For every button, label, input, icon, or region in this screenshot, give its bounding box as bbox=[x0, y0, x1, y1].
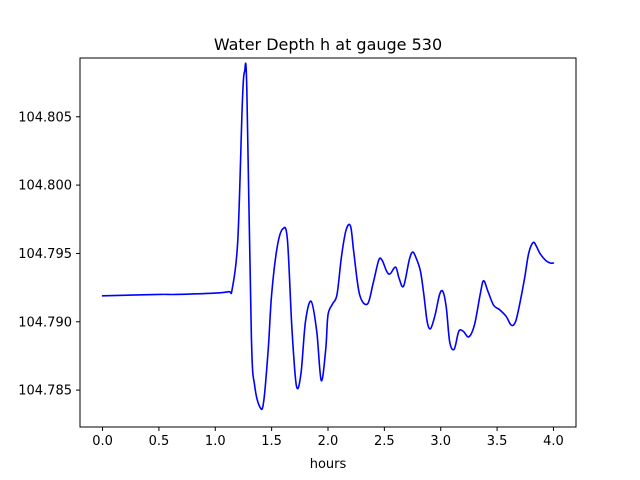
x-tick-label: 0.0 bbox=[92, 434, 113, 449]
x-tick-label: 1.5 bbox=[261, 434, 282, 449]
y-tick-label: 104.795 bbox=[18, 247, 72, 262]
x-tick-label: 3.5 bbox=[487, 434, 508, 449]
chart-title: Water Depth h at gauge 530 bbox=[214, 35, 442, 54]
x-axis-label: hours bbox=[310, 457, 347, 472]
x-tick-label: 4.0 bbox=[543, 434, 564, 449]
x-tick-label: 2.0 bbox=[318, 434, 339, 449]
x-tick-label: 2.5 bbox=[374, 434, 395, 449]
x-tick-label: 3.0 bbox=[430, 434, 451, 449]
x-axis: 0.0 0.5 1.0 1.5 2.0 2.5 3.0 3.5 4.0 bbox=[92, 427, 564, 449]
y-tick-label: 104.785 bbox=[18, 384, 72, 399]
y-tick-label: 104.800 bbox=[18, 179, 72, 194]
y-axis: 104.785 104.790 104.795 104.800 104.805 bbox=[18, 110, 80, 399]
plot-area bbox=[101, 62, 555, 411]
x-tick-label: 1.0 bbox=[205, 434, 226, 449]
series-line bbox=[101, 62, 555, 411]
y-tick-label: 104.805 bbox=[18, 110, 72, 125]
x-tick-label: 0.5 bbox=[149, 434, 170, 449]
y-tick-label: 104.790 bbox=[18, 315, 72, 330]
